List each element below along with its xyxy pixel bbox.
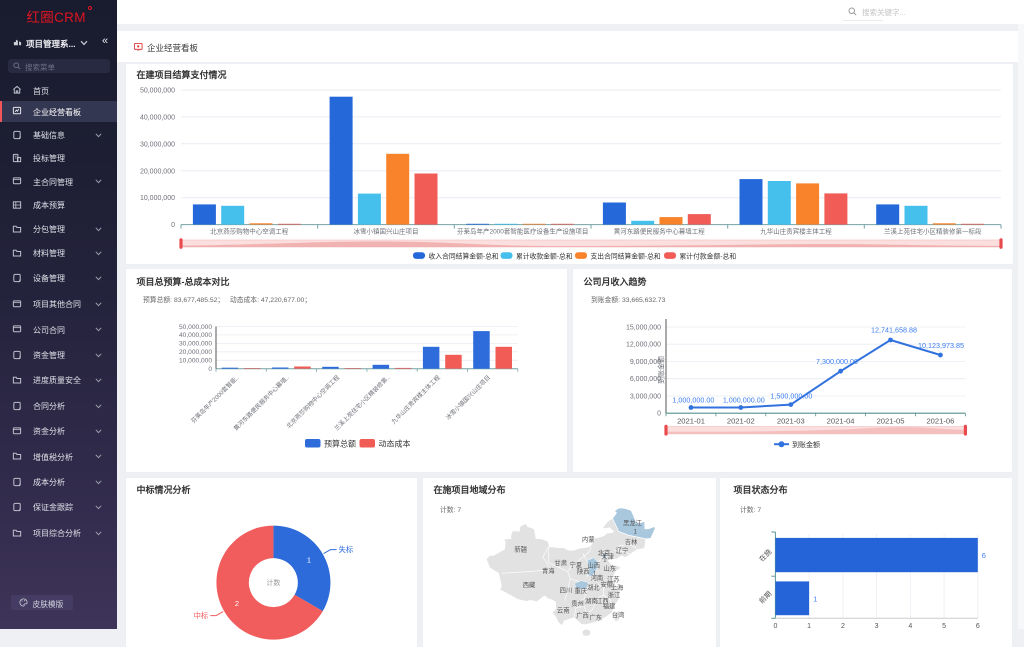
svg-text:前期: 前期 bbox=[757, 589, 773, 605]
svg-text:2: 2 bbox=[235, 599, 239, 608]
svg-text:天津: 天津 bbox=[601, 552, 614, 560]
svg-text:12,000,000: 12,000,000 bbox=[626, 342, 661, 349]
svg-text:辽宁: 辽宁 bbox=[616, 546, 629, 555]
svg-text:四川: 四川 bbox=[560, 586, 573, 594]
svg-text:10,123,973.85: 10,123,973.85 bbox=[918, 341, 964, 350]
svg-text:1: 1 bbox=[807, 623, 811, 630]
svg-text:计数: 计数 bbox=[266, 578, 280, 587]
svg-text:中标: 中标 bbox=[194, 611, 209, 620]
svg-text:50,000,000: 50,000,000 bbox=[179, 324, 212, 331]
svg-text:芬莱岛年产2000套智能..: 芬莱岛年产2000套智能.. bbox=[189, 373, 241, 425]
svg-text:山西: 山西 bbox=[588, 561, 601, 570]
svg-text:北京燕莎购物中心空调工程: 北京燕莎购物中心空调工程 bbox=[285, 373, 342, 430]
svg-text:累计收款金额-总和: 累计收款金额-总和 bbox=[516, 252, 573, 261]
svg-text:支出合同结算金额-总和: 支出合同结算金额-总和 bbox=[591, 252, 661, 261]
svg-text:累计付款金额-总和: 累计付款金额-总和 bbox=[680, 252, 737, 261]
svg-text:江西: 江西 bbox=[596, 597, 609, 605]
svg-text:2021-05: 2021-05 bbox=[877, 417, 905, 426]
svg-text:甘肃: 甘肃 bbox=[554, 558, 567, 567]
svg-text:1,500,000.00: 1,500,000.00 bbox=[770, 392, 812, 401]
svg-text:贵州: 贵州 bbox=[571, 599, 584, 608]
svg-text:九华山庄贵宾楼主体工程: 九华山庄贵宾楼主体工程 bbox=[760, 227, 832, 236]
svg-text:陕西: 陕西 bbox=[577, 566, 590, 575]
svg-text:芬莱岛年产2000套智能医疗设备生产设施项目: 芬莱岛年产2000套智能医疗设备生产设施项目 bbox=[457, 227, 588, 236]
svg-text:1: 1 bbox=[603, 556, 607, 563]
svg-text:上海: 上海 bbox=[611, 582, 624, 591]
svg-text:1: 1 bbox=[307, 556, 311, 565]
svg-text:2021-06: 2021-06 bbox=[926, 417, 954, 426]
svg-text:12,741,658.88: 12,741,658.88 bbox=[871, 326, 917, 335]
svg-text:2021-02: 2021-02 bbox=[727, 417, 755, 426]
svg-text:40,000,000: 40,000,000 bbox=[140, 114, 175, 121]
svg-text:10,000,000: 10,000,000 bbox=[140, 195, 175, 202]
svg-text:江苏: 江苏 bbox=[607, 575, 620, 584]
svg-text:湖南: 湖南 bbox=[585, 596, 598, 605]
svg-text:冰雪小镇国兴山庄项目: 冰雪小镇国兴山庄项目 bbox=[354, 227, 419, 236]
svg-text:浙江: 浙江 bbox=[608, 590, 621, 599]
svg-text:云南: 云南 bbox=[557, 606, 570, 615]
svg-text:收入合同结算金额-总和: 收入合同结算金额-总和 bbox=[429, 252, 499, 261]
svg-text:预算总额: 预算总额 bbox=[324, 438, 356, 448]
svg-text:2021-01: 2021-01 bbox=[677, 417, 705, 426]
svg-text:20,000,000: 20,000,000 bbox=[140, 168, 175, 175]
svg-text:2021-03: 2021-03 bbox=[777, 417, 805, 426]
svg-text:安徽: 安徽 bbox=[601, 579, 614, 588]
svg-text:西藏: 西藏 bbox=[523, 580, 536, 589]
svg-text:3: 3 bbox=[875, 623, 879, 630]
svg-text:新疆: 新疆 bbox=[514, 545, 527, 554]
svg-text:重庆: 重庆 bbox=[575, 586, 588, 595]
svg-text:山东: 山东 bbox=[604, 563, 617, 572]
svg-text:广西: 广西 bbox=[576, 610, 589, 619]
svg-text:9,000,000: 9,000,000 bbox=[630, 359, 661, 366]
svg-text:50,000,000: 50,000,000 bbox=[140, 88, 175, 95]
svg-text:6: 6 bbox=[976, 623, 980, 630]
svg-text:冰雪小镇国兴山庄项目: 冰雪小镇国兴山庄项目 bbox=[444, 373, 492, 421]
svg-text:兰溪上苑住宅小区精装修第一标段: 兰溪上苑住宅小区精装修第一标段 bbox=[884, 227, 982, 236]
svg-text:2: 2 bbox=[841, 623, 845, 630]
svg-text:0: 0 bbox=[208, 366, 212, 373]
svg-text:1: 1 bbox=[593, 571, 597, 578]
svg-text:0: 0 bbox=[171, 222, 175, 229]
svg-text:黄河东路便民服务中心幕墙工程: 黄河东路便民服务中心幕墙工程 bbox=[614, 227, 706, 236]
svg-text:北京: 北京 bbox=[598, 548, 611, 557]
svg-text:1,000,000.00: 1,000,000.00 bbox=[672, 396, 714, 405]
svg-text:福建: 福建 bbox=[603, 601, 616, 610]
svg-text:内蒙: 内蒙 bbox=[582, 534, 595, 543]
svg-text:10,000,000: 10,000,000 bbox=[179, 358, 212, 365]
svg-text:0: 0 bbox=[657, 411, 661, 418]
svg-text:台湾: 台湾 bbox=[612, 610, 625, 619]
svg-text:九华山庄贵宾楼主体工程: 九华山庄贵宾楼主体工程 bbox=[389, 373, 441, 425]
svg-text:6: 6 bbox=[982, 551, 986, 560]
svg-text:北京燕莎购物中心空调工程: 北京燕莎购物中心空调工程 bbox=[210, 227, 288, 236]
svg-text:在施: 在施 bbox=[757, 547, 773, 563]
svg-text:吉林: 吉林 bbox=[625, 537, 638, 546]
svg-text:兰溪上苑住宅小区精装修第..: 兰溪上苑住宅小区精装修第.. bbox=[333, 373, 392, 432]
svg-text:青海: 青海 bbox=[542, 566, 555, 575]
svg-text:20,000,000: 20,000,000 bbox=[179, 349, 212, 356]
svg-text:7,300,000.00: 7,300,000.00 bbox=[816, 357, 858, 366]
svg-text:湖北: 湖北 bbox=[587, 583, 600, 592]
svg-text:宁夏: 宁夏 bbox=[570, 560, 583, 569]
svg-text:河南: 河南 bbox=[591, 573, 604, 582]
svg-text:15,000,000: 15,000,000 bbox=[626, 324, 661, 331]
svg-text:广东: 广东 bbox=[590, 613, 603, 622]
svg-text:失标: 失标 bbox=[339, 545, 354, 554]
svg-text:到账金额: 到账金额 bbox=[792, 440, 820, 449]
svg-text:6,000,000: 6,000,000 bbox=[630, 376, 661, 383]
svg-text:黑龙江: 黑龙江 bbox=[623, 518, 643, 527]
svg-text:1: 1 bbox=[633, 528, 637, 535]
svg-text:1: 1 bbox=[813, 595, 817, 604]
svg-text:到账金额: 到账金额 bbox=[657, 356, 666, 384]
svg-text:4: 4 bbox=[908, 623, 912, 630]
svg-text:3,000,000: 3,000,000 bbox=[630, 393, 661, 400]
svg-text:1,000,000.00: 1,000,000.00 bbox=[723, 396, 765, 405]
svg-text:0: 0 bbox=[773, 623, 777, 630]
svg-text:黄河东路便民服务中心幕墙..: 黄河东路便民服务中心幕墙.. bbox=[232, 373, 291, 432]
svg-text:2021-04: 2021-04 bbox=[827, 417, 855, 426]
svg-text:5: 5 bbox=[942, 623, 946, 630]
svg-text:40,000,000: 40,000,000 bbox=[179, 332, 212, 339]
svg-text:30,000,000: 30,000,000 bbox=[179, 341, 212, 348]
svg-text:动态成本: 动态成本 bbox=[379, 438, 411, 448]
svg-text:30,000,000: 30,000,000 bbox=[140, 141, 175, 148]
